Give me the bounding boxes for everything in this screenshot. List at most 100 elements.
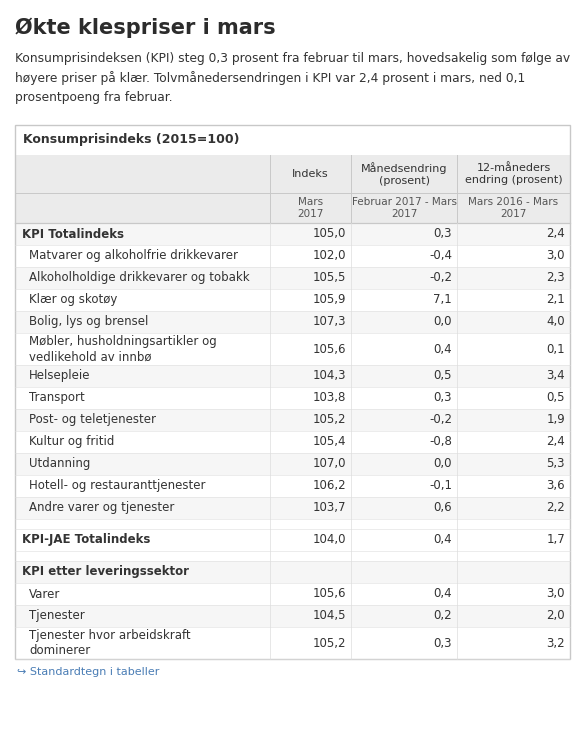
Text: 0,4: 0,4 (433, 342, 452, 356)
Text: 2,1: 2,1 (546, 293, 565, 306)
Text: 104,5: 104,5 (312, 610, 346, 622)
Text: Konsumprisindeksen (KPI) steg 0,3 prosent fra februar til mars, hovedsakelig som: Konsumprisindeksen (KPI) steg 0,3 prosen… (15, 52, 570, 103)
Text: 103,8: 103,8 (312, 391, 346, 405)
Text: 0,4: 0,4 (433, 588, 452, 600)
Bar (15, 387, 570, 409)
Text: -0,8: -0,8 (429, 435, 452, 449)
Text: 2,3: 2,3 (546, 271, 565, 284)
Bar (15, 627, 570, 659)
Text: -0,4: -0,4 (429, 249, 452, 262)
Text: Tjenester hvor arbeidskraft
dominerer: Tjenester hvor arbeidskraft dominerer (29, 628, 191, 658)
Text: 3,6: 3,6 (546, 479, 565, 493)
Bar (15, 289, 570, 311)
Text: 104,0: 104,0 (312, 534, 346, 547)
Text: Andre varer og tjenester: Andre varer og tjenester (29, 501, 174, 515)
Text: 102,0: 102,0 (312, 249, 346, 262)
Text: 3,0: 3,0 (546, 249, 565, 262)
Text: 0,5: 0,5 (433, 369, 452, 383)
Text: Økte klespriser i mars: Økte klespriser i mars (15, 18, 276, 39)
Text: Alkoholholdige drikkevarer og tobakk: Alkoholholdige drikkevarer og tobakk (29, 271, 250, 284)
Text: KPI etter leveringssektor: KPI etter leveringssektor (22, 565, 189, 578)
Text: 0,3: 0,3 (433, 391, 452, 405)
Text: Møbler, husholdningsartikler og
vedlikehold av innbø: Møbler, husholdningsartikler og vedlikeh… (29, 334, 217, 364)
Bar (15, 475, 570, 497)
Text: Utdanning: Utdanning (29, 457, 90, 471)
Bar (15, 311, 570, 333)
Text: 5,3: 5,3 (546, 457, 565, 471)
Text: 107,3: 107,3 (312, 315, 346, 328)
Text: -0,2: -0,2 (429, 413, 452, 427)
Bar (15, 453, 570, 475)
Text: 105,5: 105,5 (312, 271, 346, 284)
Text: Konsumprisindeks (2015=100): Konsumprisindeks (2015=100) (23, 133, 239, 147)
Bar (15, 605, 570, 627)
Text: 105,6: 105,6 (312, 342, 346, 356)
Text: Klær og skotøy: Klær og skotøy (29, 293, 118, 306)
Bar (15, 519, 570, 529)
Text: 7,1: 7,1 (433, 293, 452, 306)
Text: Helsepleie: Helsepleie (29, 369, 91, 383)
Text: 0,0: 0,0 (433, 315, 452, 328)
Text: 105,2: 105,2 (312, 636, 346, 649)
Text: 2,4: 2,4 (546, 435, 565, 449)
Text: 2,0: 2,0 (546, 610, 565, 622)
Text: 105,6: 105,6 (312, 588, 346, 600)
Bar (15, 431, 570, 453)
Text: Post- og teletjenester: Post- og teletjenester (29, 413, 156, 427)
Bar (15, 551, 570, 561)
Text: Hotell- og restauranttjenester: Hotell- og restauranttjenester (29, 479, 205, 493)
Text: Matvarer og alkoholfrie drikkevarer: Matvarer og alkoholfrie drikkevarer (29, 249, 238, 262)
Bar (15, 193, 570, 223)
Text: -0,1: -0,1 (429, 479, 452, 493)
Text: 2,2: 2,2 (546, 501, 565, 515)
Text: KPI Totalindeks: KPI Totalindeks (22, 227, 124, 240)
Bar (15, 155, 570, 193)
Text: 105,9: 105,9 (312, 293, 346, 306)
Bar (15, 365, 570, 387)
Bar (15, 409, 570, 431)
Bar (15, 125, 570, 155)
Text: 12-måneders
endring (prosent): 12-måneders endring (prosent) (464, 163, 562, 185)
Text: 3,4: 3,4 (546, 369, 565, 383)
Text: 106,2: 106,2 (312, 479, 346, 493)
Text: Mars
2017: Mars 2017 (297, 196, 324, 219)
Text: Februar 2017 - Mars
2017: Februar 2017 - Mars 2017 (352, 196, 456, 219)
Bar (15, 529, 570, 551)
Text: 1,7: 1,7 (546, 534, 565, 547)
Text: 4,0: 4,0 (546, 315, 565, 328)
Text: 0,3: 0,3 (433, 227, 452, 240)
Text: Bolig, lys og brensel: Bolig, lys og brensel (29, 315, 149, 328)
Text: 107,0: 107,0 (312, 457, 346, 471)
Text: 0,3: 0,3 (433, 636, 452, 649)
Text: 1,9: 1,9 (546, 413, 565, 427)
Text: 0,5: 0,5 (546, 391, 565, 405)
Text: ↪ Standardtegn i tabeller: ↪ Standardtegn i tabeller (17, 667, 159, 677)
Bar (15, 245, 570, 267)
Text: 0,0: 0,0 (433, 457, 452, 471)
Text: 103,7: 103,7 (312, 501, 346, 515)
Text: KPI-JAE Totalindeks: KPI-JAE Totalindeks (22, 534, 150, 547)
Bar (15, 561, 570, 583)
Text: Kultur og fritid: Kultur og fritid (29, 435, 115, 449)
Text: 105,2: 105,2 (312, 413, 346, 427)
Text: Mars 2016 - Mars
2017: Mars 2016 - Mars 2017 (469, 196, 559, 219)
Text: Tjenester: Tjenester (29, 610, 85, 622)
Text: 3,0: 3,0 (546, 588, 565, 600)
Text: 0,2: 0,2 (433, 610, 452, 622)
Text: Månedsendring
(prosent): Månedsendring (prosent) (361, 162, 448, 186)
Bar (15, 333, 570, 365)
Text: 105,0: 105,0 (312, 227, 346, 240)
Bar (15, 125, 570, 659)
Text: Varer: Varer (29, 588, 60, 600)
Text: 0,1: 0,1 (546, 342, 565, 356)
Text: Indeks: Indeks (292, 169, 329, 179)
Bar (15, 223, 570, 245)
Text: 105,4: 105,4 (312, 435, 346, 449)
Text: 0,6: 0,6 (433, 501, 452, 515)
Bar (15, 583, 570, 605)
Text: -0,2: -0,2 (429, 271, 452, 284)
Text: 0,4: 0,4 (433, 534, 452, 547)
Bar (15, 497, 570, 519)
Text: 2,4: 2,4 (546, 227, 565, 240)
Bar (15, 267, 570, 289)
